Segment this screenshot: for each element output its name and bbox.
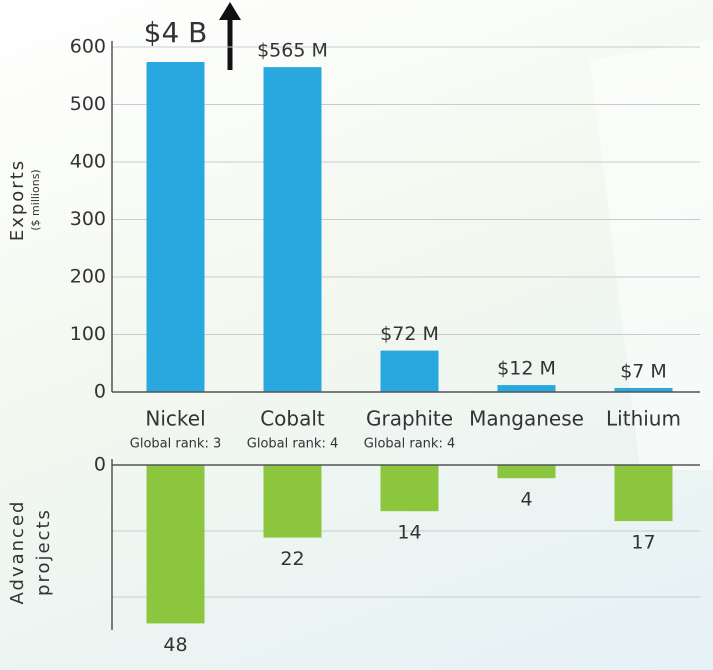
bar <box>146 465 205 624</box>
value-label: $565 M <box>257 40 328 62</box>
y-tick-label: 400 <box>70 151 106 173</box>
value-label: $72 M <box>380 323 439 345</box>
x-tick-label: Graphite <box>366 407 453 431</box>
bar <box>380 465 439 512</box>
value-label: 22 <box>280 548 304 570</box>
y-tick-label: 0 <box>94 381 106 403</box>
background-shape <box>590 40 713 470</box>
x-tick-label: Nickel <box>145 407 205 431</box>
bar <box>614 465 673 522</box>
y-tick-label: 0 <box>94 454 106 476</box>
x-tick-label: Cobalt <box>260 407 325 431</box>
bar <box>263 465 322 538</box>
arrow-head <box>219 2 241 20</box>
y-tick-label: 200 <box>70 266 106 288</box>
x-tick-sublabel: Global rank: 4 <box>364 437 455 452</box>
y-axis-label: projects <box>33 508 54 596</box>
y-tick-label: 600 <box>70 36 106 58</box>
x-tick-label: Manganese <box>469 407 584 431</box>
y-axis-label: Exports <box>7 159 28 241</box>
x-tick-sublabel: Global rank: 3 <box>130 437 221 452</box>
value-label: $7 M <box>620 360 667 382</box>
bar <box>497 385 556 392</box>
value-label: 4 <box>520 489 532 511</box>
y-tick-label: 300 <box>70 208 106 230</box>
bar <box>146 62 205 392</box>
bar <box>263 67 322 392</box>
y-axis-label: Advanced <box>7 500 28 605</box>
value-label: $4 B <box>144 16 208 49</box>
value-label: 17 <box>631 532 655 554</box>
bar-group <box>146 465 673 624</box>
bar <box>614 387 673 392</box>
value-label: 48 <box>163 634 187 656</box>
bar <box>497 465 556 479</box>
bar-group <box>146 62 673 392</box>
y-tick-label: 100 <box>70 323 106 345</box>
y-tick-label: 500 <box>70 93 106 115</box>
y-axis-sublabel: ($ millions) <box>29 169 42 230</box>
value-label: $12 M <box>497 358 556 380</box>
x-tick-label: Lithium <box>606 407 681 431</box>
bar <box>380 350 439 392</box>
value-label: 14 <box>397 522 421 544</box>
x-tick-sublabel: Global rank: 4 <box>247 437 338 452</box>
